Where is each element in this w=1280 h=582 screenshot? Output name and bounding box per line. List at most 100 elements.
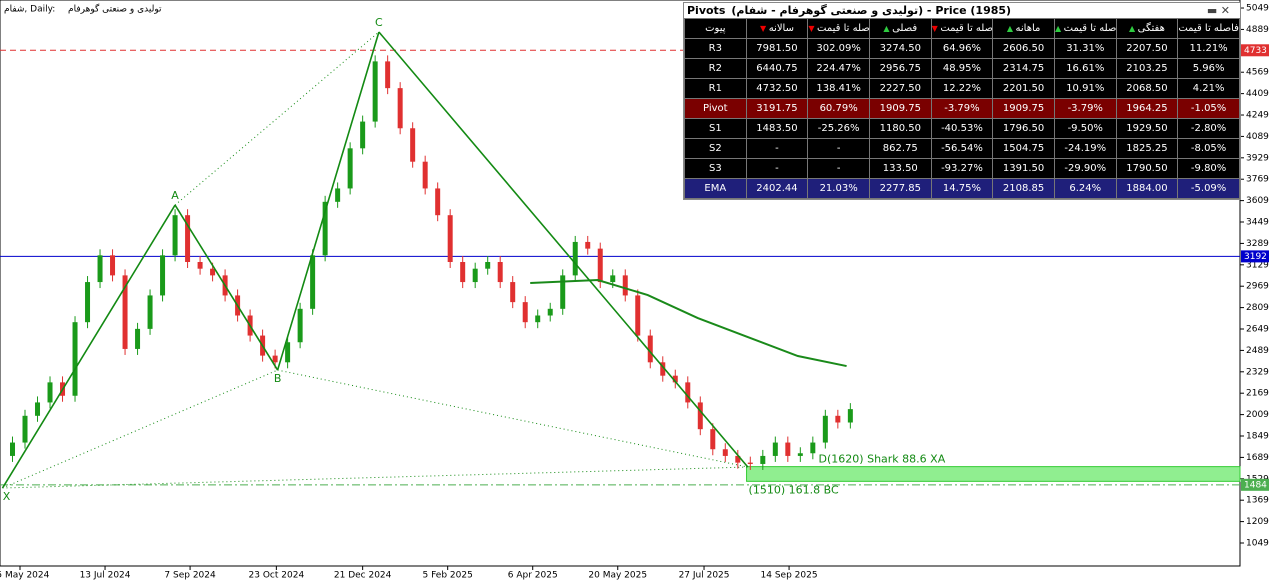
x-tick-label: 23 Oct 2024	[249, 571, 305, 581]
trend-icon: ▲	[1006, 24, 1016, 33]
table-cell: R2	[684, 58, 747, 79]
x-tick-label: 14 Sep 2025	[761, 571, 818, 581]
x-tick-label: 21 Dec 2024	[334, 571, 392, 581]
window-controls[interactable]: ▬ ✕	[1206, 4, 1230, 17]
table-cell: 2227.50	[868, 78, 932, 99]
candle	[772, 442, 778, 456]
table-cell: 1825.25	[1115, 138, 1179, 159]
header-cell: ▼ فاصله تا قیمت	[807, 18, 870, 39]
panel-title: Pivots	[687, 4, 726, 17]
candle	[697, 402, 703, 430]
candle	[835, 415, 841, 423]
table-cell: -2.80%	[1177, 118, 1240, 139]
table-cell: -3.79%	[930, 98, 994, 119]
pattern-guide	[277, 369, 748, 468]
candle	[522, 302, 528, 323]
table-cell: 1796.50	[992, 118, 1055, 139]
pattern-label: B	[274, 372, 282, 385]
table-cell: -3.79%	[1053, 98, 1117, 119]
table-cell: -	[745, 138, 809, 159]
header-text: ماهانه	[1015, 23, 1041, 34]
pattern-guide	[2, 466, 748, 489]
candle	[347, 148, 353, 189]
candle	[172, 215, 178, 256]
y-tick-label: 5049	[1246, 4, 1269, 14]
table-cell: -56.54%	[930, 138, 994, 159]
candle	[135, 328, 141, 349]
header-text: سالانه	[768, 23, 794, 34]
candle	[410, 128, 416, 162]
table-cell: 2108.85	[992, 178, 1055, 199]
table-cell: 2103.25	[1115, 58, 1179, 79]
table-cell: 1180.50	[868, 118, 932, 139]
header-cell: پیوت	[684, 18, 747, 39]
table-cell: 31.31%	[1053, 38, 1117, 59]
candle	[535, 315, 541, 323]
table-cell: 1909.75	[992, 98, 1055, 119]
header-cell: ▲ فصلی	[868, 18, 932, 39]
candle	[722, 449, 728, 456]
table-cell: 16.61%	[1053, 58, 1117, 79]
candle	[210, 268, 216, 276]
table-row: S2- -862.75 -56.54% 1504.75 -24.19% 1825.25 -8…	[684, 138, 1240, 159]
table-cell: 2201.50	[992, 78, 1055, 99]
pivots-panel: Pivots (تولیدی و صنعتی گوهرفام - شفام) - …	[683, 2, 1241, 200]
pattern-guide	[174, 31, 380, 206]
table-cell: 48.95%	[930, 58, 994, 79]
candle	[597, 248, 603, 283]
header-text: فاصله تا قیمت	[1063, 23, 1117, 34]
candle	[110, 255, 116, 276]
table-cell: 1790.50	[1115, 158, 1179, 179]
trend-icon: ▼	[808, 24, 818, 33]
pattern-leg	[1, 204, 176, 489]
header-text: فاصله تا قیمت	[817, 23, 870, 34]
candle	[10, 442, 16, 456]
table-row: EMA 2402.44 21.03% 2277.85 14.75% 2108.85 6.24…	[684, 178, 1240, 199]
header-text: فاصله تا قیمت	[1178, 23, 1239, 34]
table-cell: -	[807, 158, 870, 179]
x-tick-label: 6 Apr 2025	[508, 571, 558, 581]
table-cell: 4.21%	[1177, 78, 1240, 99]
table-cell: R1	[684, 78, 747, 99]
candle	[460, 262, 466, 283]
candle	[447, 215, 453, 263]
candle	[610, 275, 616, 283]
table-cell: 64.96%	[930, 38, 994, 59]
candle	[572, 241, 578, 276]
header-text: فاصله تا قیمت	[940, 23, 993, 34]
y-tick-label: 2969	[1246, 282, 1269, 292]
trend-icon: ▲	[1054, 24, 1064, 33]
candle	[310, 255, 316, 309]
table-cell: -40.53%	[930, 118, 994, 139]
price-tag-label: 4733	[1244, 46, 1267, 56]
table-row: S3- -133.50 -93.27% 1391.50 -29.90% 1790.50 -9…	[684, 158, 1240, 179]
zone-label: D(1620) Shark 88.6 XA	[819, 453, 946, 466]
candle	[35, 402, 41, 416]
panel-subtitle: (تولیدی و صنعتی گوهرفام - شفام) - Price …	[731, 4, 1012, 17]
y-tick-label: 1849	[1246, 432, 1269, 442]
y-tick-label: 4889	[1246, 25, 1269, 35]
pivots-table: پیوت▼ سالانه▼ فاصله تا قیمت▲ فصلی▼ فاصله…	[684, 18, 1240, 199]
table-row: R3 7981.50 302.09% 3274.50 64.96% 2606.50 31.3…	[684, 38, 1240, 59]
candle	[510, 282, 516, 303]
y-tick-label: 3449	[1246, 218, 1269, 228]
candle	[385, 61, 391, 89]
table-cell: 2068.50	[1115, 78, 1179, 99]
table-cell: S3	[684, 158, 747, 179]
table-cell: 302.09%	[807, 38, 870, 59]
candle	[435, 188, 441, 216]
candle	[685, 382, 691, 403]
table-cell: -93.27%	[930, 158, 994, 179]
y-tick-label: 2649	[1246, 325, 1269, 335]
candle	[747, 462, 753, 464]
header-text: فصلی	[892, 23, 918, 34]
table-cell: 6.24%	[1053, 178, 1117, 199]
y-tick-label: 4249	[1246, 111, 1269, 121]
table-cell: 2277.85	[868, 178, 932, 199]
candle	[285, 342, 291, 363]
y-tick-label: 2489	[1246, 346, 1269, 356]
candle	[847, 409, 853, 423]
table-cell: 2207.50	[1115, 38, 1179, 59]
candle	[272, 355, 278, 363]
table-cell: 1964.25	[1115, 98, 1179, 119]
